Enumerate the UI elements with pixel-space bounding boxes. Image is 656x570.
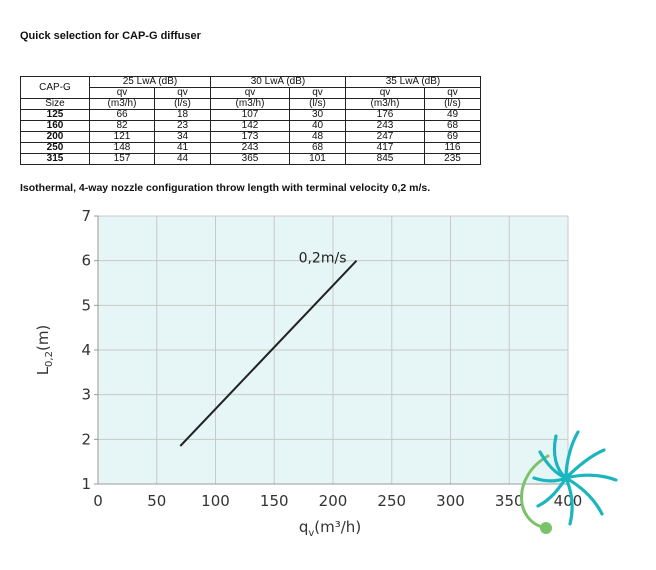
table-row: 315 157 44 365 101 845 235 bbox=[20, 153, 481, 165]
logo-arm bbox=[564, 473, 618, 482]
logo-arm bbox=[564, 448, 606, 480]
x-tick-label: 300 bbox=[436, 492, 465, 510]
y-tick-label: 7 bbox=[81, 207, 91, 225]
axis-titles: qv(m³/h) L0,2(m) bbox=[34, 325, 361, 539]
logo-dot bbox=[540, 522, 552, 534]
page-title: Quick selection for CAP-G diffuser bbox=[20, 30, 201, 42]
x-tick-label: 150 bbox=[260, 492, 289, 510]
x-ticks: 0 50 100 150 200 250 300 350 400 bbox=[93, 492, 582, 510]
x-tick-label: 0 bbox=[93, 492, 103, 510]
table-row: 160 82 23 142 40 243 68 bbox=[20, 120, 481, 132]
chart-series: 0,2m/s bbox=[179, 251, 358, 447]
x-tick-label: 350 bbox=[495, 492, 524, 510]
size-cell: 315 bbox=[20, 153, 90, 165]
chart-caption: Isothermal, 4-way nozzle configuration t… bbox=[20, 182, 431, 194]
logo-arc bbox=[520, 454, 550, 530]
x-tick-label: 200 bbox=[319, 492, 348, 510]
y-axis-title: L0,2(m) bbox=[34, 325, 55, 376]
x-tick-label: 250 bbox=[377, 492, 406, 510]
x-tick-label: 100 bbox=[201, 492, 230, 510]
value-cell: 235 bbox=[424, 153, 481, 165]
x-tick-label: 400 bbox=[554, 492, 583, 510]
y-tick-label: 6 bbox=[81, 252, 91, 270]
value-cell: 157 bbox=[89, 153, 155, 165]
fan-logo-icon bbox=[520, 430, 618, 534]
logo-arm bbox=[564, 476, 574, 526]
series-line bbox=[179, 260, 358, 447]
value-cell: 44 bbox=[154, 153, 211, 165]
series-label: 0,2m/s bbox=[299, 251, 347, 267]
quick-selection-table: CAP-G 25 LwA (dB) 30 LwA (dB) 35 LwA (dB… bbox=[20, 76, 481, 165]
x-tick-label: 50 bbox=[147, 492, 166, 510]
y-tick-label: 2 bbox=[81, 430, 91, 448]
x-axis-title: qv(m³/h) bbox=[299, 518, 361, 539]
y-ticks: 1 2 3 4 5 6 7 bbox=[81, 207, 98, 493]
logo-arm bbox=[564, 476, 604, 516]
logo-arm bbox=[538, 450, 568, 480]
logo-arm bbox=[536, 476, 568, 508]
y-tick-label: 4 bbox=[81, 341, 91, 359]
chart-grid bbox=[98, 215, 569, 484]
y-tick-label: 3 bbox=[81, 386, 91, 404]
logo-arm bbox=[564, 430, 580, 480]
y-tick-label: 5 bbox=[81, 296, 91, 314]
logo-arm bbox=[532, 476, 568, 483]
table-row: 125 66 18 107 30 176 49 bbox=[20, 109, 481, 121]
y-tick-label: 1 bbox=[81, 475, 91, 493]
